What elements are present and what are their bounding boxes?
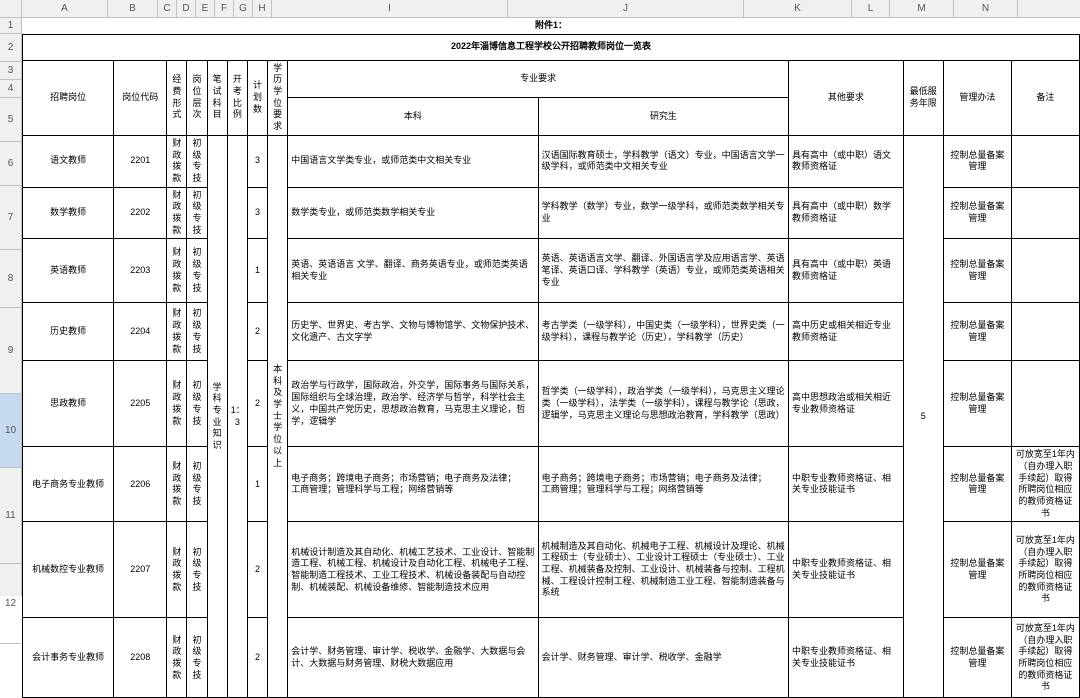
row-numbers-col: 123456789101112 bbox=[0, 18, 22, 596]
hdr-mgmt: 管理办法 bbox=[943, 60, 1011, 135]
hdr-other: 其他要求 bbox=[789, 60, 904, 135]
col-letter-D[interactable]: D bbox=[177, 0, 196, 17]
hdr-fund: 经费形式 bbox=[167, 60, 187, 135]
row-number-10[interactable]: 10 bbox=[0, 394, 21, 468]
col-letter-H[interactable]: H bbox=[253, 0, 272, 17]
row-number-2[interactable]: 2 bbox=[0, 34, 21, 62]
hdr-exam: 笔试科目 bbox=[207, 60, 227, 135]
hdr-position: 招聘岗位 bbox=[23, 60, 114, 135]
title-row: 2022年淄博信息工程学校公开招聘教师岗位一览表 bbox=[23, 34, 1080, 60]
col-letter-G[interactable]: G bbox=[234, 0, 253, 17]
hdr-ratio: 开考比例 bbox=[227, 60, 247, 135]
main-table: 附件1： 2022年淄博信息工程学校公开招聘教师岗位一览表 招聘岗位 岗位代码 … bbox=[22, 18, 1080, 698]
grid-area: 123456789101112 附件1： 2022年淄博信息工程学校公开招聘教师… bbox=[0, 18, 1080, 596]
hdr-major: 专业要求 bbox=[288, 60, 789, 98]
col-letter-C[interactable]: C bbox=[158, 0, 177, 17]
corner-cell[interactable] bbox=[0, 0, 22, 17]
row-number-7[interactable]: 7 bbox=[0, 186, 21, 250]
col-letter-A[interactable]: A bbox=[22, 0, 108, 17]
col-letter-B[interactable]: B bbox=[108, 0, 158, 17]
row-number-5[interactable]: 5 bbox=[0, 98, 21, 142]
table-row: 语文教师2201财政拨款初级专技学科专业知识1：33本科及学士学位以上中国语言文… bbox=[23, 135, 1080, 187]
row-number-11[interactable]: 11 bbox=[0, 468, 21, 564]
row-number-3[interactable]: 3 bbox=[0, 62, 21, 80]
col-letter-M[interactable]: M bbox=[890, 0, 954, 17]
hdr-ugrad: 本科 bbox=[288, 98, 538, 136]
row-number-9[interactable]: 9 bbox=[0, 308, 21, 394]
hdr-edu: 学历学位要求 bbox=[268, 60, 288, 135]
row-number-8[interactable]: 8 bbox=[0, 250, 21, 308]
column-letters-row: ABCDEFGHIJKLMN bbox=[0, 0, 1080, 18]
hdr-code: 岗位代码 bbox=[114, 60, 167, 135]
col-letter-E[interactable]: E bbox=[196, 0, 215, 17]
col-letter-K[interactable]: K bbox=[744, 0, 852, 17]
row-number-4[interactable]: 4 bbox=[0, 80, 21, 98]
hdr-note: 备注 bbox=[1011, 60, 1079, 135]
col-letter-J[interactable]: J bbox=[508, 0, 744, 17]
spreadsheet: ABCDEFGHIJKLMN 123456789101112 附件1： 2022… bbox=[0, 0, 1080, 596]
page-title: 2022年淄博信息工程学校公开招聘教师岗位一览表 bbox=[23, 34, 1080, 60]
col-letter-I[interactable]: I bbox=[272, 0, 508, 17]
attachment-row: 附件1： bbox=[23, 18, 1080, 34]
hdr-service: 最低服务年限 bbox=[903, 60, 943, 135]
hdr-level: 岗位层次 bbox=[187, 60, 207, 135]
hdr-grad: 研究生 bbox=[538, 98, 788, 136]
row-number-12[interactable]: 12 bbox=[0, 564, 21, 644]
sheet-content: 附件1： 2022年淄博信息工程学校公开招聘教师岗位一览表 招聘岗位 岗位代码 … bbox=[22, 18, 1080, 596]
col-letter-N[interactable]: N bbox=[954, 0, 1018, 17]
row-number-6[interactable]: 6 bbox=[0, 142, 21, 186]
hdr-plan: 计划数 bbox=[247, 60, 267, 135]
header-row-1: 招聘岗位 岗位代码 经费形式 岗位层次 笔试科目 开考比例 计划数 学历学位要求… bbox=[23, 60, 1080, 98]
col-letter-L[interactable]: L bbox=[852, 0, 890, 17]
col-letter-F[interactable]: F bbox=[215, 0, 234, 17]
row-number-1[interactable]: 1 bbox=[0, 18, 21, 34]
attachment-label: 附件1： bbox=[23, 18, 1080, 34]
